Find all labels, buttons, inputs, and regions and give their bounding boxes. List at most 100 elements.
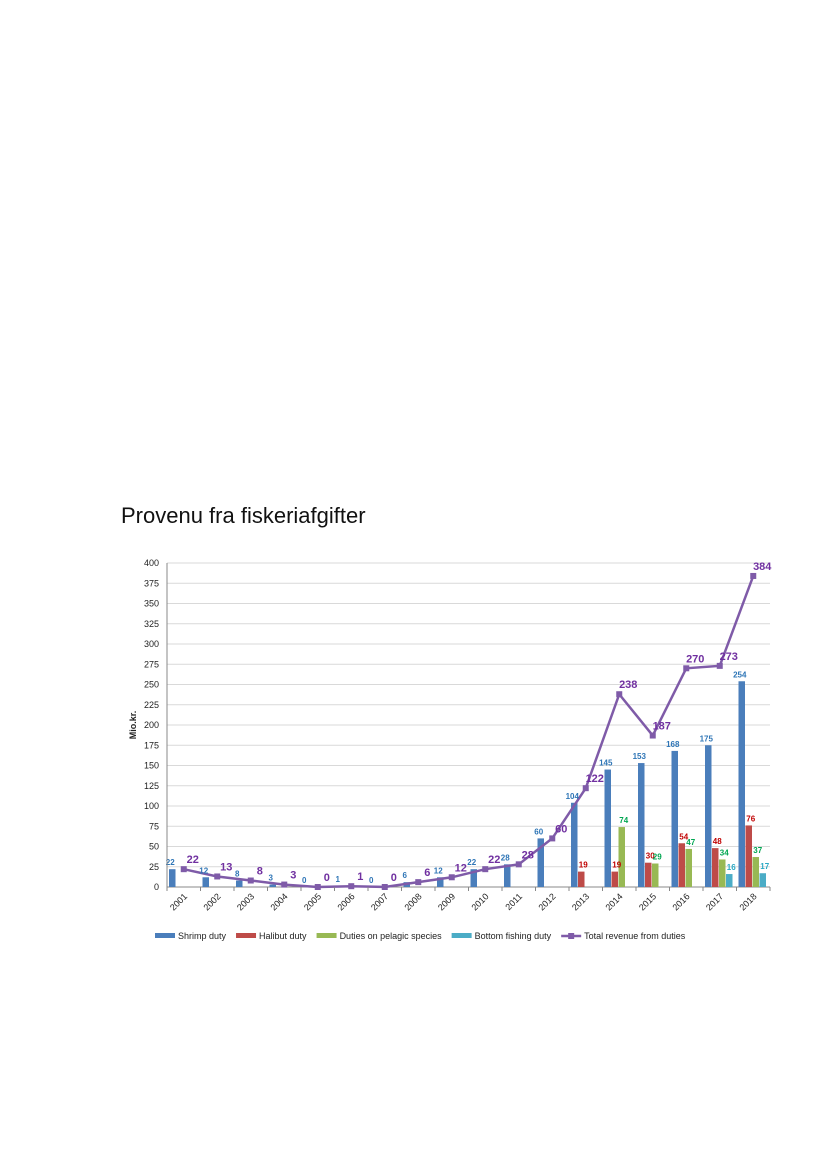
x-tick-label: 2017: [704, 891, 725, 912]
line-point: [180, 866, 187, 873]
line-point: [683, 665, 690, 672]
bar: [759, 873, 766, 887]
bar-data-label: 16: [727, 863, 736, 872]
y-tick-label: 75: [149, 821, 159, 831]
bar: [752, 857, 759, 887]
legend-label: Halibut duty: [259, 931, 307, 941]
bar-data-label: 74: [619, 816, 628, 825]
legend: Shrimp duty Halibut duty Duties on pelagic…: [155, 931, 686, 941]
bar: [437, 877, 444, 887]
y-tick-label: 300: [144, 639, 159, 649]
bar-data-label: 29: [653, 853, 662, 862]
line-point: [549, 835, 556, 842]
bar-data-label: 168: [666, 740, 680, 749]
bar: [537, 838, 544, 887]
bar: [604, 769, 611, 887]
bar: [719, 859, 726, 887]
bar-data-label: 6: [403, 871, 408, 880]
bar-data-label: 0: [302, 876, 307, 885]
line-point: [448, 874, 455, 881]
legend-swatch: [316, 933, 337, 938]
line-data-label: 6: [424, 867, 430, 879]
line-data-label: 0: [391, 872, 397, 884]
bar-data-label: 19: [612, 861, 621, 870]
bar-data-label: 17: [760, 862, 769, 871]
bar-data-label: 76: [746, 814, 755, 823]
x-tick-label: 2008: [402, 891, 423, 912]
total-line-path: [183, 575, 755, 889]
bar-data-label: 153: [633, 752, 647, 761]
bar: [678, 843, 685, 887]
bar: [504, 864, 511, 887]
bar: [638, 763, 645, 887]
bar-data-label: 22: [166, 858, 175, 867]
bar: [578, 871, 585, 887]
line-point: [750, 572, 757, 579]
line-point: [214, 873, 221, 880]
y-tick-label: 225: [144, 700, 159, 710]
line-point: [582, 785, 589, 792]
line-data-label: 13: [220, 861, 232, 873]
line-data-label: 238: [619, 679, 637, 691]
legend-label: Bottom fishing duty: [475, 931, 552, 941]
line-point: [381, 884, 388, 890]
bar-data-label: 37: [753, 846, 762, 855]
page-title: Provenu fra fiskeriafgifter: [121, 503, 366, 528]
line-data-label: 0: [324, 872, 330, 884]
bar: [645, 862, 652, 887]
line-data-label: 8: [257, 866, 263, 878]
line-point: [649, 732, 656, 739]
line-data-label: 28: [522, 849, 534, 861]
x-tick-label: 2004: [268, 891, 289, 912]
y-tick-label: 275: [144, 659, 159, 669]
x-tick-label: 2010: [469, 891, 490, 912]
y-tick-label: 125: [144, 781, 159, 791]
x-tick-label: 2014: [603, 891, 624, 912]
line-data-label: 122: [586, 773, 604, 785]
bar-data-label: 30: [646, 852, 655, 861]
line-point: [314, 884, 321, 890]
line-point: [247, 877, 254, 884]
bar-data-label: 48: [713, 837, 722, 846]
y-tick-label: 350: [144, 599, 159, 609]
bar: [571, 802, 578, 887]
line-data-label: 12: [455, 862, 467, 874]
bar-data-label: 254: [733, 670, 747, 679]
bar: [745, 825, 752, 887]
x-tick-label: 2009: [436, 891, 457, 912]
x-tick-label: 2011: [503, 891, 524, 912]
x-tick-label: 2005: [302, 891, 323, 912]
line-point: [716, 662, 723, 669]
legend-swatch: [451, 933, 472, 938]
bar-data-label: 19: [579, 861, 588, 870]
bars: [169, 681, 766, 887]
line-data-label: 3: [290, 870, 296, 882]
legend-swatch: [236, 933, 257, 938]
bar-data-label: 175: [700, 734, 714, 743]
x-tick-label: 2016: [670, 891, 691, 912]
line-point: [515, 861, 522, 868]
bar: [618, 827, 625, 887]
line-point: [281, 881, 288, 888]
bar: [611, 871, 618, 887]
bar-data-label: 54: [679, 832, 688, 841]
bar-data-label: 12: [199, 866, 208, 875]
bar: [726, 874, 733, 887]
bar-data-label: 1: [336, 875, 341, 884]
x-tick-label: 2003: [235, 891, 256, 912]
bar: [269, 884, 276, 887]
line-data-label: 384: [753, 561, 772, 573]
line-data-label: 60: [555, 823, 567, 835]
y-tick-label: 325: [144, 619, 159, 629]
x-tick-label: 2018: [737, 891, 758, 912]
legend-label: Total revenue from duties: [584, 931, 686, 941]
y-tick-label: 400: [144, 558, 159, 568]
line-data-label: 22: [187, 854, 199, 866]
x-tick-label: 2001: [168, 891, 189, 912]
line-data-label: 270: [686, 653, 704, 665]
bar-data-label: 8: [235, 870, 240, 879]
bar-data-label: 0: [369, 876, 374, 885]
line-point: [482, 866, 489, 873]
y-axis-title: Mio.kr.: [128, 711, 138, 740]
